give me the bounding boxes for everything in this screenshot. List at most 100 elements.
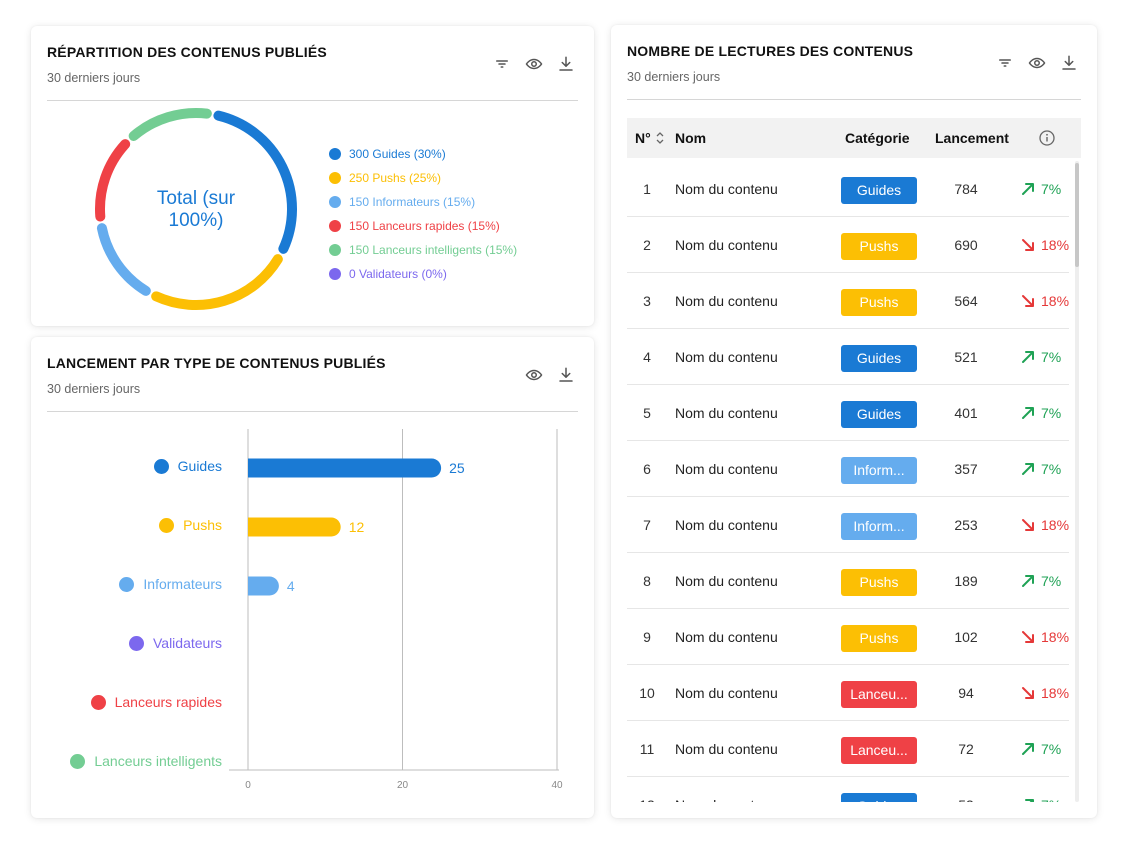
filter-icon[interactable]: [995, 53, 1015, 73]
donut-slice-guides[interactable]: [213, 110, 297, 254]
download-icon[interactable]: [556, 54, 576, 74]
trend-value: 7%: [1041, 573, 1062, 589]
category-label: Informateurs: [143, 576, 222, 592]
cell-nom: Nom du contenu: [675, 405, 778, 421]
legend-item[interactable]: 300 Guides (30%): [329, 142, 517, 166]
cell-lancement: 690: [954, 237, 978, 253]
cell-trend: 18%: [1021, 217, 1069, 273]
donut-slice-lanceurs-intelligents[interactable]: [128, 108, 212, 142]
cell-nom: Nom du contenu: [675, 461, 778, 477]
cell-nom: Nom du contenu: [675, 777, 778, 802]
x-tick-label: 0: [245, 780, 251, 791]
cell-lancement: 72: [958, 741, 974, 757]
legend-label: 150 Informateurs (15%): [349, 195, 476, 209]
table-row[interactable]: 2 Nom du contenu Pushs 690 18%: [627, 217, 1069, 273]
table-row[interactable]: 7 Nom du contenu Inform... 253 18%: [627, 497, 1069, 553]
bar-category-label: Lanceurs intelligents: [70, 753, 222, 769]
cell-nom: Nom du contenu: [675, 517, 778, 533]
bar-value-label: 4: [287, 578, 295, 594]
legend-item[interactable]: 150 Informateurs (15%): [329, 190, 517, 214]
trend-down-icon: [1022, 687, 1034, 699]
table-row[interactable]: 8 Nom du contenu Pushs 189 7%: [627, 553, 1069, 609]
category-badge: Lanceu...: [841, 737, 917, 764]
category-badge: Inform...: [841, 457, 917, 484]
donut-center-line1: Total (sur: [156, 188, 236, 209]
donut-slice-informateurs[interactable]: [96, 223, 151, 296]
table-row[interactable]: 6 Nom du contenu Inform... 357 7%: [627, 441, 1069, 497]
scrollbar-thumb[interactable]: [1075, 163, 1079, 267]
legend-dot: [329, 220, 341, 232]
donut-slice-pushs[interactable]: [151, 254, 283, 310]
download-icon[interactable]: [1059, 53, 1079, 73]
cell-trend: 18%: [1021, 665, 1069, 721]
donut-chart: [95, 108, 297, 310]
cell-nom: Nom du contenu: [675, 685, 778, 701]
table-row[interactable]: 4 Nom du contenu Guides 521 7%: [627, 329, 1069, 385]
download-icon[interactable]: [556, 365, 576, 385]
info-icon[interactable]: [1039, 118, 1055, 158]
trend-value: 18%: [1041, 237, 1069, 253]
donut-center-line2: 100%): [168, 210, 224, 231]
donut-card: RÉPARTITION DES CONTENUS PUBLIÉS 30 dern…: [31, 26, 594, 326]
cell-num: 1: [643, 181, 651, 197]
legend-item[interactable]: 0 Validateurs (0%): [329, 262, 517, 286]
legend-item[interactable]: 150 Lanceurs rapides (15%): [329, 214, 517, 238]
category-badge: Guides: [841, 177, 917, 204]
eye-icon[interactable]: [524, 54, 544, 74]
eye-icon[interactable]: [524, 365, 544, 385]
filter-icon[interactable]: [492, 54, 512, 74]
bar-guides[interactable]: [248, 458, 442, 478]
legend-dot: [329, 172, 341, 184]
trend-value: 7%: [1041, 461, 1062, 477]
cell-nom: Nom du contenu: [675, 573, 778, 589]
x-tick-label: 20: [397, 780, 409, 791]
cell-num: 8: [643, 573, 651, 589]
cell-nom: Nom du contenu: [675, 293, 778, 309]
table-row[interactable]: 1 Nom du contenu Guides 784 7%: [627, 161, 1069, 217]
bar-informateurs[interactable]: [248, 576, 279, 596]
cell-lancement: 189: [954, 573, 978, 589]
header-num[interactable]: N°: [635, 118, 665, 158]
sort-icon[interactable]: [655, 131, 665, 145]
legend-dot: [329, 244, 341, 256]
bar-pushs[interactable]: [248, 517, 341, 537]
cell-trend: 7%: [1021, 777, 1061, 802]
bar-card: LANCEMENT PAR TYPE DE CONTENUS PUBLIÉS 3…: [31, 337, 594, 818]
table-row[interactable]: 11 Nom du contenu Lanceu... 72 7%: [627, 721, 1069, 777]
table-scrollbar[interactable]: [1075, 161, 1079, 802]
table-row[interactable]: 3 Nom du contenu Pushs 564 18%: [627, 273, 1069, 329]
cell-num: 6: [643, 461, 651, 477]
legend-item[interactable]: 150 Lanceurs intelligents (15%): [329, 238, 517, 262]
card-subtitle: 30 derniers jours: [47, 71, 141, 85]
category-badge: Inform...: [841, 513, 917, 540]
legend-label: 250 Pushs (25%): [349, 171, 442, 185]
cell-num: 3: [643, 293, 651, 309]
legend-dot: [329, 148, 341, 160]
cell-lancement: 53: [942, 777, 990, 802]
table-row[interactable]: 12 Nom du contenu Guides 53 7%: [627, 777, 1069, 802]
category-dot: [128, 635, 144, 651]
cell-lancement: 784: [954, 181, 978, 197]
donut-slice-lanceurs-rapides[interactable]: [95, 139, 131, 222]
trend-value: 7%: [1041, 777, 1061, 802]
category-label: Lanceurs rapides: [114, 694, 222, 710]
card-toolbar: [995, 53, 1079, 73]
bar-category-label: Pushs: [159, 517, 222, 533]
cell-trend: 18%: [1021, 497, 1069, 553]
category-badge: Guides: [841, 401, 917, 428]
table-row[interactable]: 9 Nom du contenu Pushs 102 18%: [627, 609, 1069, 665]
eye-icon[interactable]: [1027, 53, 1047, 73]
table-row[interactable]: 5 Nom du contenu Guides 401 7%: [627, 385, 1069, 441]
card-separator: [47, 411, 578, 412]
x-tick-label: 40: [551, 780, 563, 791]
category-label: Guides: [177, 458, 222, 474]
cell-trend: 18%: [1021, 609, 1069, 665]
legend-item[interactable]: 250 Pushs (25%): [329, 166, 517, 190]
legend-dot: [329, 196, 341, 208]
table-row[interactable]: 10 Nom du contenu Lanceu... 94 18%: [627, 665, 1069, 721]
trend-up-icon: [1022, 743, 1034, 755]
cell-lancement: 94: [958, 685, 974, 701]
table-card: NOMBRE DE LECTURES DES CONTENUS 30 derni…: [611, 25, 1097, 818]
bar-value-label: 25: [449, 460, 465, 476]
category-label: Validateurs: [152, 635, 222, 651]
